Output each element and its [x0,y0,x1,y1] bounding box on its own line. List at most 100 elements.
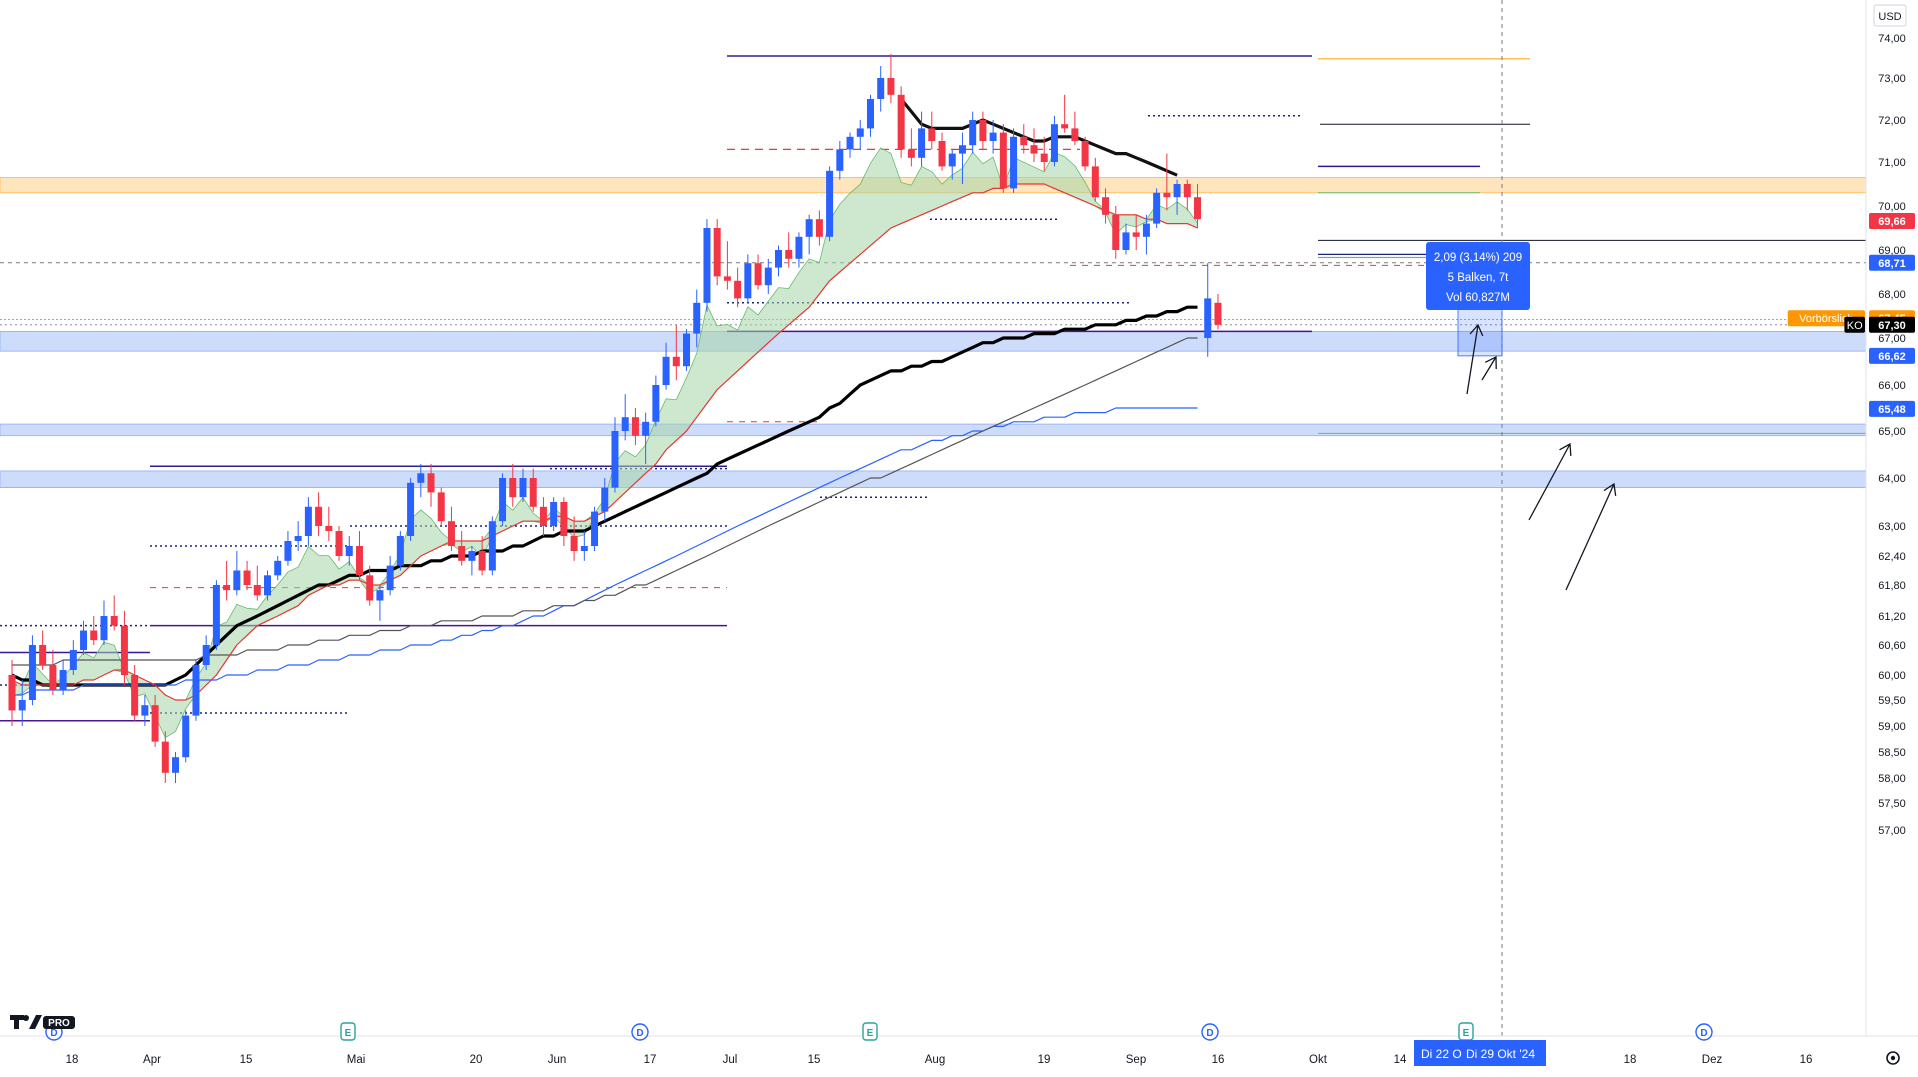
candle-body [28,645,36,700]
price-badge-label: 67,30 [1878,320,1906,332]
candle-body [509,478,517,498]
candle-body [1081,141,1089,167]
x-tick-label: Okt [1309,1054,1328,1066]
currency-label: USD [1878,11,1901,23]
candle-body [1112,214,1120,250]
candle-body [233,570,241,591]
candle-body [928,128,936,141]
candle-body [723,276,731,281]
candle-body [652,385,660,422]
candle-body [1163,192,1171,198]
y-tick-label: 58,00 [1878,773,1906,785]
arrow-up-3-head [1469,323,1484,337]
candle-body [570,536,578,551]
y-tick-label: 70,00 [1878,201,1906,213]
candle-body [866,99,874,129]
candle-body [1102,197,1110,215]
x-tick-label: Dez [1702,1054,1723,1066]
candle-body [264,575,271,596]
candle-body [662,356,670,385]
candle-body [958,145,966,154]
candle-body [897,94,905,150]
measurement-box [1426,242,1530,310]
earnings-marker [862,1022,878,1041]
price-badge-tag: Vorbörslich [1799,313,1853,325]
y-axis-ticks: 74,00 73,00 72,00 71,00 70,00 69,00 68,00 67,00… [1878,33,1906,837]
price-scale-panel[interactable] [1866,0,1918,1072]
candle-body [815,219,823,237]
candle-body [560,502,568,536]
svg-text:PRO: PRO [48,1018,70,1029]
candle-body [49,665,57,690]
y-tick-label: 61,80 [1878,580,1906,592]
x-tick-label: Sep [1126,1054,1146,1066]
price-badges: 69,6668,7167,45Vorbörslich67,30KO66,6265… [1787,212,1915,417]
currency-button[interactable] [1873,4,1907,27]
price-badge-bg [1869,347,1915,364]
x-tick-label: 16 [1212,1054,1225,1066]
candle-body [999,132,1007,189]
candle-body [69,650,77,670]
y-tick-label: 68,00 [1878,289,1906,301]
candle-body [795,236,803,259]
tradingview-logo[interactable]: PRO [10,1015,75,1029]
cursor-date-range [1414,1040,1546,1066]
price-badge-label: 65,48 [1878,404,1906,416]
candle-body [1214,302,1222,325]
gear-icon[interactable] [1886,1051,1900,1065]
candle-body [580,546,588,551]
dividend-marker [1695,1023,1713,1041]
candle-body [427,473,435,493]
x-tick-label: 18 [1624,1054,1637,1066]
candle-body [253,585,261,596]
candle-body [376,590,384,601]
price-badge-bg [1869,400,1915,417]
zone [0,423,1867,437]
zone [0,470,1867,489]
candle-body [151,705,159,742]
y-tick-label: 73,00 [1878,73,1906,85]
earnings-marker [340,1022,356,1041]
x-tick-label: Apr [143,1054,161,1066]
candle-body [1142,223,1150,237]
y-tick-label: 60,00 [1878,670,1906,682]
candle-body [39,645,47,665]
x-tick-label: Mai [347,1054,366,1066]
candle-body [1030,145,1038,154]
price-badge-tag: KO [1847,320,1863,332]
candle-body [989,132,997,141]
cursor-date-start: Di 22 O [1421,1047,1462,1061]
candle-body [315,506,323,526]
candle-body [172,757,180,773]
candle-body [1020,136,1028,146]
candle-body [672,356,680,367]
x-tick-label: 17 [644,1054,657,1066]
candle-body [591,511,599,546]
candle-body [1091,166,1099,198]
candle-body [775,250,782,268]
candle-body [1122,232,1130,250]
candle-body [407,482,415,536]
candle-body [1050,124,1058,162]
event-marker-letter: E [345,1028,352,1039]
candle-body [918,128,926,158]
candle-body [447,521,455,546]
candle-body [161,741,169,773]
event-marker-letter: E [1463,1028,1470,1039]
candle-body [1040,153,1048,162]
candle-body [478,551,486,571]
arrow-up-4-head [1484,355,1497,370]
candle-body [355,546,363,576]
candle-body [488,521,496,571]
y-tick-label: 71,00 [1878,157,1906,169]
y-tick-label: 59,00 [1878,721,1906,733]
y-tick-label: 60,60 [1878,640,1906,652]
candle-body [90,630,98,641]
candle-body [938,141,946,167]
candle-body [764,267,772,286]
y-tick-label: 63,00 [1878,521,1906,533]
y-tick-label: 58,50 [1878,747,1906,759]
candle-body [969,120,977,146]
